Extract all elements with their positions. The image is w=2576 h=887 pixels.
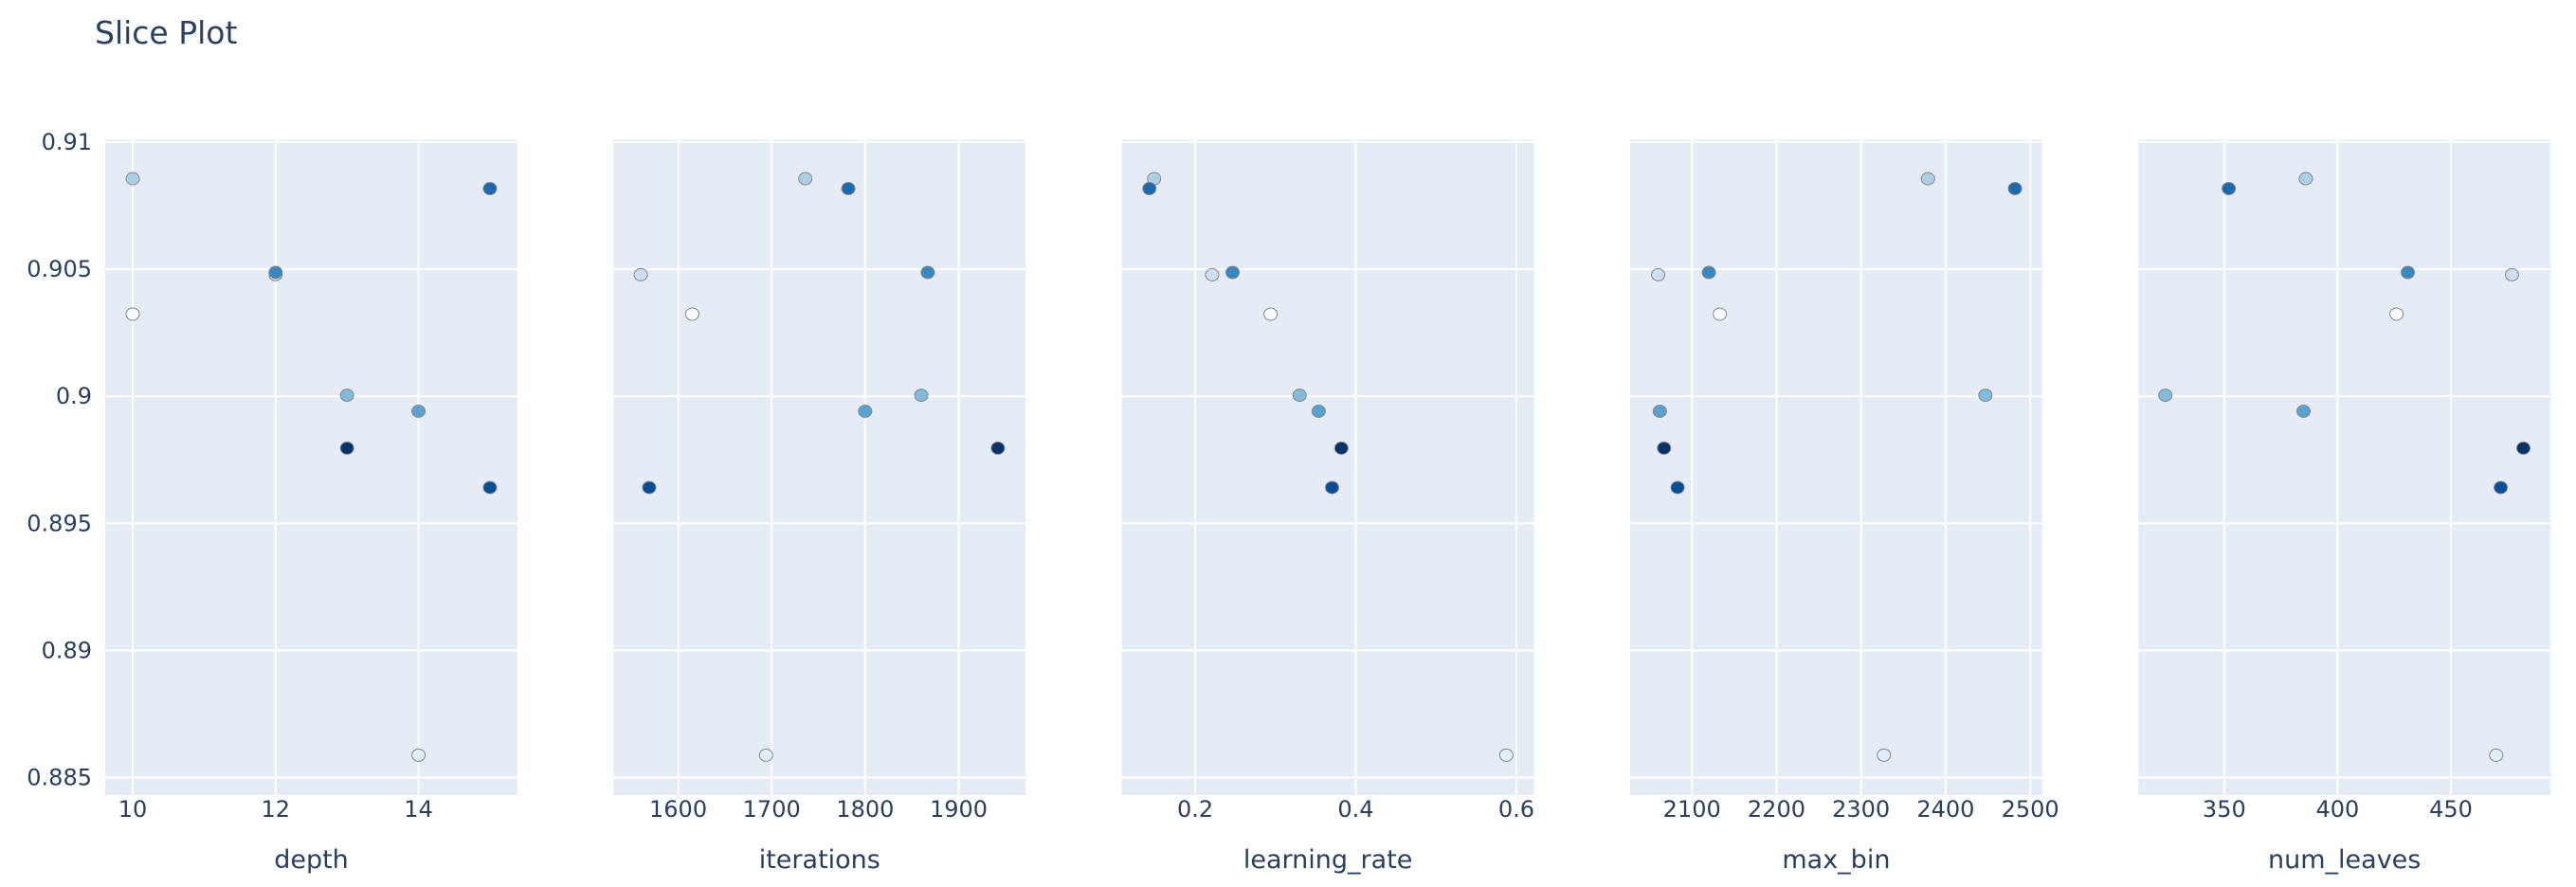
data-point-trial-3 [125, 172, 140, 186]
y-tick-label: 0.885 [27, 764, 92, 790]
y-tick-label: 0.905 [27, 256, 92, 282]
data-point-trial-6 [268, 265, 283, 280]
data-point-trial-3 [1920, 172, 1935, 186]
x-tick-label: 2400 [1916, 796, 1974, 823]
data-point-trial-8 [2494, 480, 2509, 495]
data-point-trial-9 [1657, 441, 1672, 455]
y-tick-label: 0.89 [42, 637, 92, 663]
plot-area [105, 139, 517, 795]
data-point-trial-5 [2296, 404, 2312, 418]
chart-title: Slice Plot [95, 14, 237, 51]
data-point-trial-4 [2158, 389, 2173, 403]
data-point-trial-1 [411, 748, 426, 762]
x-axis-title: max_bin [1782, 845, 1890, 875]
x-tick-label: 2300 [1832, 796, 1890, 823]
data-point-trial-3 [2298, 172, 2313, 186]
data-point-trial-9 [990, 441, 1006, 455]
data-point-trial-8 [1670, 480, 1685, 495]
x-tick-label: 12 [262, 796, 291, 823]
data-point-trial-9 [339, 441, 354, 455]
data-point-trial-0 [1713, 307, 1728, 321]
data-point-trial-8 [1325, 480, 1340, 495]
data-point-trial-2 [2505, 267, 2520, 281]
plot-area [1629, 139, 2042, 795]
x-tick-label: 1700 [743, 796, 801, 823]
x-tick-label: 450 [2429, 796, 2473, 823]
x-tick-label: 400 [2316, 796, 2360, 823]
data-point-trial-4 [914, 389, 929, 403]
y-tick-label: 0.9 [56, 383, 92, 409]
data-point-trial-1 [1877, 748, 1892, 762]
subplot-learning-rate: 0.2 0.4 0.6 learning_rate [1121, 139, 1534, 875]
subplots: 0.885 0.89 0.895 0.9 0.905 0.91 10 12 14 depth 160… [27, 129, 2551, 875]
data-point-trial-8 [482, 480, 498, 495]
x-axis-title: num_leaves [2268, 845, 2421, 875]
x-axis-title: learning_rate [1243, 845, 1413, 875]
data-point-trial-0 [2389, 307, 2404, 321]
subplot-depth: 0.885 0.89 0.895 0.9 0.905 0.91 10 12 14 depth [27, 129, 517, 875]
data-point-trial-0 [1263, 307, 1279, 321]
data-point-trial-5 [1311, 404, 1326, 418]
x-tick-label: 10 [118, 796, 148, 823]
data-point-trial-5 [858, 404, 873, 418]
data-point-trial-5 [411, 404, 426, 418]
x-tick-label: 14 [404, 796, 433, 823]
data-point-trial-3 [798, 172, 813, 186]
data-point-trial-1 [1498, 748, 1514, 762]
x-axis-title: iterations [759, 845, 880, 875]
subplot-iterations: 1600 1700 1800 1900 iterations [613, 139, 1026, 875]
data-point-trial-6 [1225, 265, 1241, 280]
x-tick-label: 2100 [1663, 796, 1721, 823]
x-tick-label: 1800 [836, 796, 894, 823]
data-point-trial-6 [2401, 265, 2416, 280]
x-axis-title: depth [274, 845, 349, 875]
subplot-max-bin: 2100 2200 2300 2400 2500 max_bin [1629, 139, 2059, 875]
x-tick-label: 2200 [1748, 796, 1805, 823]
data-point-trial-4 [339, 389, 354, 403]
data-point-trial-4 [1292, 389, 1307, 403]
data-point-trial-9 [1333, 441, 1349, 455]
x-tick-label: 0.6 [1498, 796, 1534, 823]
data-point-trial-4 [1978, 389, 1993, 403]
subplot-num-leaves: 350 400 450 num_leaves [2138, 139, 2551, 875]
data-point-trial-8 [642, 480, 657, 495]
data-point-trial-1 [2489, 748, 2504, 762]
x-tick-label: 1600 [649, 796, 707, 823]
data-point-trial-2 [1205, 267, 1220, 281]
data-point-trial-9 [2516, 441, 2531, 455]
y-tick-label: 0.91 [42, 129, 92, 155]
data-point-trial-7 [2222, 182, 2237, 196]
data-point-trial-7 [841, 182, 856, 196]
y-tick-label: 0.895 [27, 510, 92, 536]
data-point-trial-5 [1652, 404, 1667, 418]
data-point-trial-2 [633, 267, 648, 281]
x-tick-label: 1900 [930, 796, 988, 823]
data-point-trial-2 [1651, 267, 1666, 281]
plot-area [2138, 139, 2551, 795]
data-point-trial-0 [125, 307, 140, 321]
data-point-trial-1 [758, 748, 773, 762]
data-point-trial-6 [1701, 265, 1716, 280]
data-point-trial-0 [684, 307, 699, 321]
data-point-trial-7 [1142, 182, 1157, 196]
x-tick-label: 0.4 [1337, 796, 1373, 823]
plot-area [1121, 139, 1534, 795]
data-point-trial-7 [2007, 182, 2023, 196]
x-tick-label: 2500 [2002, 796, 2059, 823]
plot-area [613, 139, 1026, 795]
x-tick-label: 0.2 [1177, 796, 1213, 823]
data-point-trial-6 [920, 265, 935, 280]
x-tick-label: 350 [2203, 796, 2246, 823]
data-point-trial-7 [482, 182, 498, 196]
